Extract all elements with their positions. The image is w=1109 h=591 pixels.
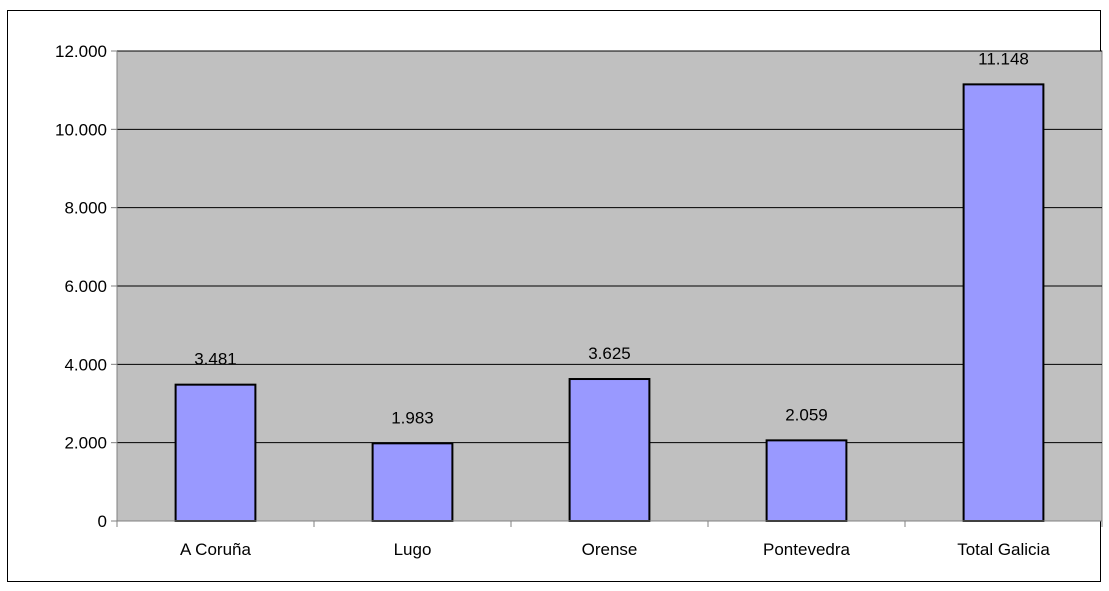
bars bbox=[174, 83, 1045, 523]
x-tick-label: Orense bbox=[582, 540, 638, 559]
data-label: 1.983 bbox=[391, 408, 434, 427]
bar-1 bbox=[371, 442, 454, 522]
x-axis: A Coruña Lugo Orense Pontevedra Total Galici… bbox=[116, 520, 1103, 559]
data-label: 2.059 bbox=[785, 405, 828, 424]
data-labels: 3.481 1.983 3.625 2.059 11.148 bbox=[194, 49, 1029, 427]
x-tick-label: Pontevedra bbox=[763, 540, 850, 559]
bar-2 bbox=[568, 378, 651, 523]
data-label: 3.481 bbox=[194, 350, 237, 369]
gridlines bbox=[117, 50, 1102, 444]
x-tick-label: A Coruña bbox=[180, 540, 251, 559]
y-tick-label: 6.000 bbox=[64, 277, 107, 296]
y-tick-label: 4.000 bbox=[64, 355, 107, 374]
y-tick-label: 2.000 bbox=[64, 434, 107, 453]
y-tick-label: 10.000 bbox=[55, 120, 107, 139]
bar-4 bbox=[962, 83, 1045, 523]
x-tick-label: Total Galicia bbox=[957, 540, 1050, 559]
data-label: 11.148 bbox=[978, 49, 1029, 68]
y-tick-label: 0 bbox=[98, 512, 107, 531]
x-tick-label: Lugo bbox=[394, 540, 432, 559]
bar-0 bbox=[174, 383, 257, 522]
y-axis: 0 2.000 4.000 6.000 8.000 10.000 12.000 bbox=[55, 42, 118, 531]
y-tick-label: 8.000 bbox=[64, 199, 107, 218]
data-label: 3.625 bbox=[588, 344, 631, 363]
bar-3 bbox=[765, 439, 848, 522]
y-tick-label: 12.000 bbox=[55, 42, 107, 61]
